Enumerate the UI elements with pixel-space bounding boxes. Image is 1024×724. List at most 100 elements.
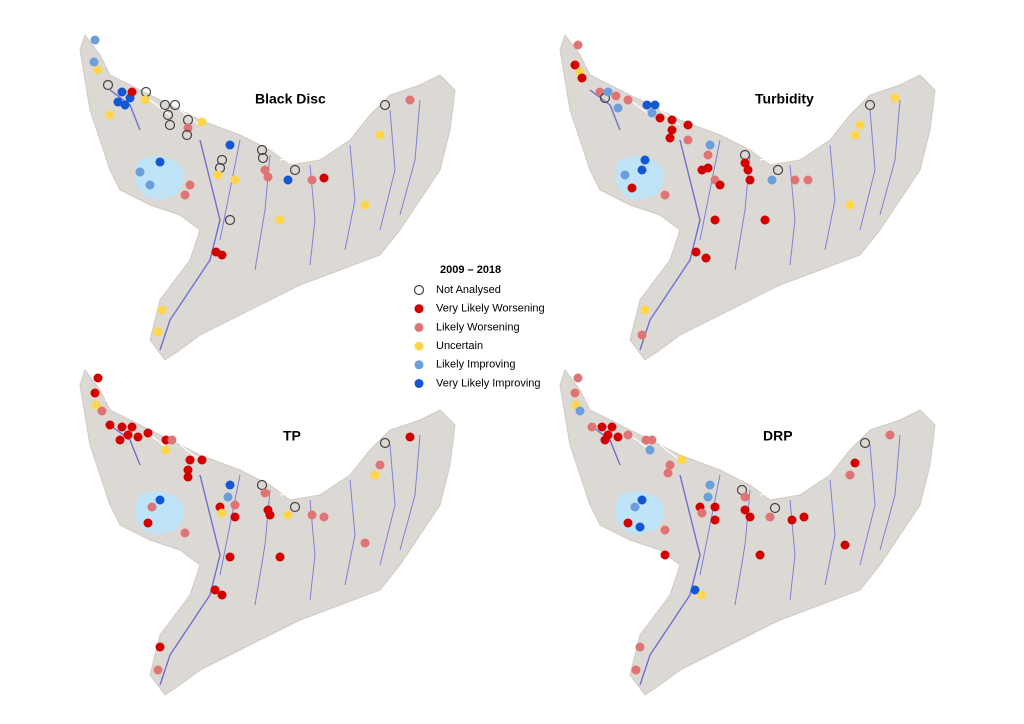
- site-marker: [123, 430, 133, 440]
- site-marker: [637, 495, 647, 505]
- site-marker: [153, 327, 163, 337]
- site-marker: [850, 130, 860, 140]
- legend-title: 2009 – 2018: [440, 264, 501, 276]
- site-marker: [740, 492, 750, 502]
- site-marker: [885, 430, 895, 440]
- site-marker: [787, 515, 797, 525]
- site-marker: [665, 460, 675, 470]
- site-marker: [631, 665, 641, 675]
- site-marker: [710, 215, 720, 225]
- site-marker: [135, 167, 145, 177]
- site-marker: [642, 100, 652, 110]
- site-marker: [740, 505, 750, 515]
- site-marker: [143, 518, 153, 528]
- site-marker: [157, 305, 167, 315]
- site-marker: [115, 435, 125, 445]
- site-marker: [256, 144, 268, 156]
- site-marker: [183, 465, 193, 475]
- site-marker: [697, 508, 707, 518]
- legend-label: Uncertain: [436, 340, 483, 352]
- panel-title: Black Disc: [255, 91, 326, 107]
- site-marker: [289, 501, 301, 513]
- site-marker: [360, 200, 370, 210]
- site-marker: [772, 164, 784, 176]
- site-marker: [405, 432, 415, 442]
- site-marker: [155, 642, 165, 652]
- panel-title: DRP: [763, 428, 793, 444]
- site-marker: [850, 458, 860, 468]
- site-marker: [640, 305, 650, 315]
- site-marker: [697, 590, 707, 600]
- region-map: [79, 34, 456, 361]
- site-marker: [701, 253, 711, 263]
- site-marker: [650, 100, 660, 110]
- map-panel: [79, 369, 456, 696]
- site-marker: [715, 180, 725, 190]
- site-marker: [185, 180, 195, 190]
- site-marker: [637, 330, 647, 340]
- site-marker: [155, 157, 165, 167]
- site-marker: [185, 455, 195, 465]
- site-marker: [623, 95, 633, 105]
- site-marker: [683, 135, 693, 145]
- site-marker: [197, 117, 207, 127]
- site-marker: [360, 538, 370, 548]
- site-marker: [683, 120, 693, 130]
- site-marker: [97, 406, 107, 416]
- site-marker: [283, 510, 293, 520]
- site-marker: [855, 120, 865, 130]
- site-marker: [570, 60, 580, 70]
- site-marker: [133, 432, 143, 442]
- site-marker: [127, 422, 137, 432]
- site-marker: [217, 250, 227, 260]
- site-marker: [153, 665, 163, 675]
- site-marker: [210, 585, 220, 595]
- region-map: [559, 369, 936, 696]
- site-marker: [703, 150, 713, 160]
- site-marker: [91, 400, 101, 410]
- site-marker: [105, 110, 115, 120]
- site-marker: [167, 435, 177, 445]
- site-marker: [627, 183, 637, 193]
- site-marker: [93, 65, 103, 75]
- site-marker: [703, 163, 713, 173]
- site-marker: [147, 502, 157, 512]
- site-marker: [575, 406, 585, 416]
- site-marker: [230, 512, 240, 522]
- site-marker: [370, 470, 380, 480]
- site-marker: [145, 180, 155, 190]
- site-marker: [623, 430, 633, 440]
- legend-label: Very Likely Improving: [436, 377, 541, 389]
- legend-label: Likely Worsening: [436, 321, 520, 333]
- site-marker: [611, 91, 621, 101]
- site-marker: [225, 480, 235, 490]
- site-marker: [319, 173, 329, 183]
- site-marker: [573, 40, 583, 50]
- site-marker: [635, 642, 645, 652]
- site-marker: [740, 158, 750, 168]
- site-marker: [263, 172, 273, 182]
- site-marker: [660, 190, 670, 200]
- site-marker: [769, 502, 781, 514]
- site-marker: [663, 468, 673, 478]
- site-marker: [414, 341, 424, 351]
- site-marker: [307, 510, 317, 520]
- site-marker: [755, 550, 765, 560]
- site-marker: [577, 73, 587, 83]
- site-marker: [790, 175, 800, 185]
- site-marker: [260, 165, 270, 175]
- site-marker: [375, 130, 385, 140]
- site-marker: [283, 175, 293, 185]
- site-marker: [307, 175, 317, 185]
- site-marker: [216, 154, 228, 166]
- legend-label: Not Analysed: [436, 284, 501, 296]
- site-marker: [159, 99, 171, 111]
- site-marker: [414, 304, 424, 314]
- site-marker: [630, 502, 640, 512]
- site-marker: [413, 284, 425, 296]
- site-marker: [799, 512, 809, 522]
- region-map: [79, 369, 456, 696]
- site-marker: [90, 388, 100, 398]
- site-marker: [647, 435, 657, 445]
- site-marker: [93, 373, 103, 383]
